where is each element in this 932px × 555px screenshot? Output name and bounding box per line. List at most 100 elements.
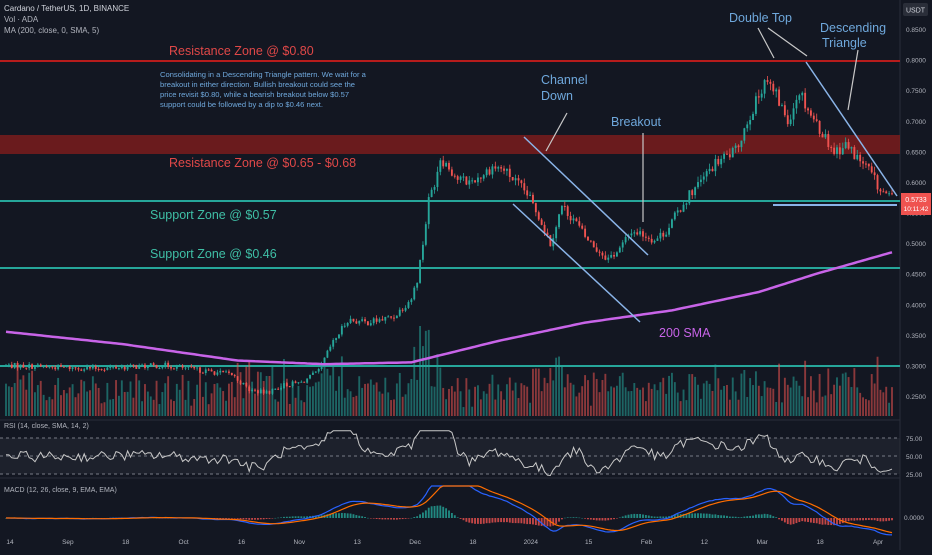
volume-bar [228, 383, 230, 416]
macd-histogram-bar [459, 518, 462, 519]
macd-histogram-bar [827, 518, 830, 526]
candle-body [876, 175, 879, 190]
volume-bar [97, 387, 100, 416]
volume-bar [604, 373, 607, 416]
volume-bar [873, 383, 876, 416]
macd-histogram-bar [462, 518, 465, 521]
volume-bar [138, 380, 141, 416]
description-line-4: support could be followed by a dip to $0… [160, 100, 323, 109]
currency-badge[interactable] [903, 3, 928, 16]
macd-histogram-bar [772, 516, 775, 518]
volume-bar [633, 383, 636, 416]
candle-body [546, 232, 549, 236]
macd-histogram-bar [219, 518, 222, 519]
volume-bar [807, 397, 809, 416]
candle-body [517, 178, 520, 181]
volume-bar [94, 383, 97, 416]
candle-body [335, 338, 338, 341]
macd-histogram-bar [259, 518, 262, 520]
price-axis-tick: 0.7500 [906, 88, 926, 95]
macd-histogram-bar [630, 514, 633, 518]
volume-bar [676, 392, 679, 416]
volume-bar [636, 387, 639, 416]
volume-bar [462, 407, 465, 416]
volume-bar [508, 377, 511, 416]
candle-body [584, 228, 587, 237]
candle-body [190, 366, 193, 368]
volume-bar [465, 378, 468, 416]
candle-body [642, 231, 644, 237]
macd-histogram-bar [778, 518, 781, 520]
candle-body [149, 363, 152, 366]
macd-histogram-bar [867, 518, 870, 520]
macd-histogram-bar [656, 516, 659, 518]
volume-legend: Vol · ADA [4, 15, 39, 24]
volume-bar [792, 376, 795, 416]
volume-bar [100, 403, 103, 416]
volume-bar [120, 380, 123, 416]
volume-bar [369, 379, 372, 416]
candle-body [540, 219, 543, 225]
volume-bar [346, 389, 349, 416]
macd-histogram-bar [775, 517, 778, 518]
macd-histogram-bar [801, 518, 804, 522]
volume-bar [239, 372, 242, 416]
volume-bar [769, 387, 772, 416]
macd-legend: MACD (12, 26, close, 9, EMA, EMA) [4, 487, 117, 494]
macd-histogram-bar [416, 516, 419, 518]
time-axis[interactable]: 14 Sep 18 Oct 16 Nov 13 Dec 18 2024 15 Feb 12 Mar 18 Ap… [6, 539, 884, 546]
candle-body [885, 191, 888, 194]
macd-histogram-bar [479, 518, 482, 524]
volume-bar [343, 397, 346, 416]
volume-bar [416, 379, 419, 416]
volume-bar [34, 392, 36, 416]
macd-histogram-bar [340, 512, 343, 518]
candle-body [80, 369, 83, 371]
volume-bar [763, 381, 766, 416]
candle-body [216, 372, 219, 375]
macd-histogram-bar [233, 518, 236, 519]
candle-body [656, 238, 659, 241]
macd-histogram-bar [795, 518, 798, 524]
candle-body [219, 370, 222, 373]
macd-histogram-bar [613, 518, 615, 520]
macd-histogram-bar [540, 518, 543, 526]
candle-body [398, 309, 401, 316]
volume-bar [503, 399, 505, 416]
volume-bar [647, 382, 650, 416]
candle-body [366, 321, 369, 326]
macd-histogram-bar [595, 518, 598, 521]
volume-bar [563, 387, 566, 416]
candle-body [807, 108, 809, 111]
volume-bar [265, 376, 268, 416]
volume-bar [778, 363, 781, 416]
time-axis-tick: Feb [641, 539, 653, 546]
candle-body [242, 382, 245, 385]
macd-histogram-bar [766, 514, 769, 518]
volume-bar [543, 377, 546, 416]
volume-bar [526, 386, 529, 416]
candle-body [821, 133, 824, 138]
volume-bar [511, 390, 514, 416]
volume-bar [390, 400, 393, 416]
candle-body [77, 368, 80, 370]
volume-bar [219, 387, 222, 416]
volume-bar [601, 379, 604, 416]
volume-bar [106, 382, 109, 416]
volume-bar [144, 384, 146, 416]
volume-bar [491, 374, 494, 416]
macd-histogram-bar [465, 518, 468, 522]
macd-histogram-bar [601, 518, 604, 521]
volume-bar [285, 378, 288, 416]
macd-histogram-bar [288, 516, 291, 518]
volume-bar [844, 372, 847, 416]
candle-body [262, 389, 265, 394]
volume-bar [781, 402, 783, 416]
candle-body [395, 315, 398, 319]
candle-body [332, 340, 335, 347]
volume-bar [210, 393, 213, 416]
volume-bar [450, 386, 453, 416]
candle-body [309, 374, 311, 379]
